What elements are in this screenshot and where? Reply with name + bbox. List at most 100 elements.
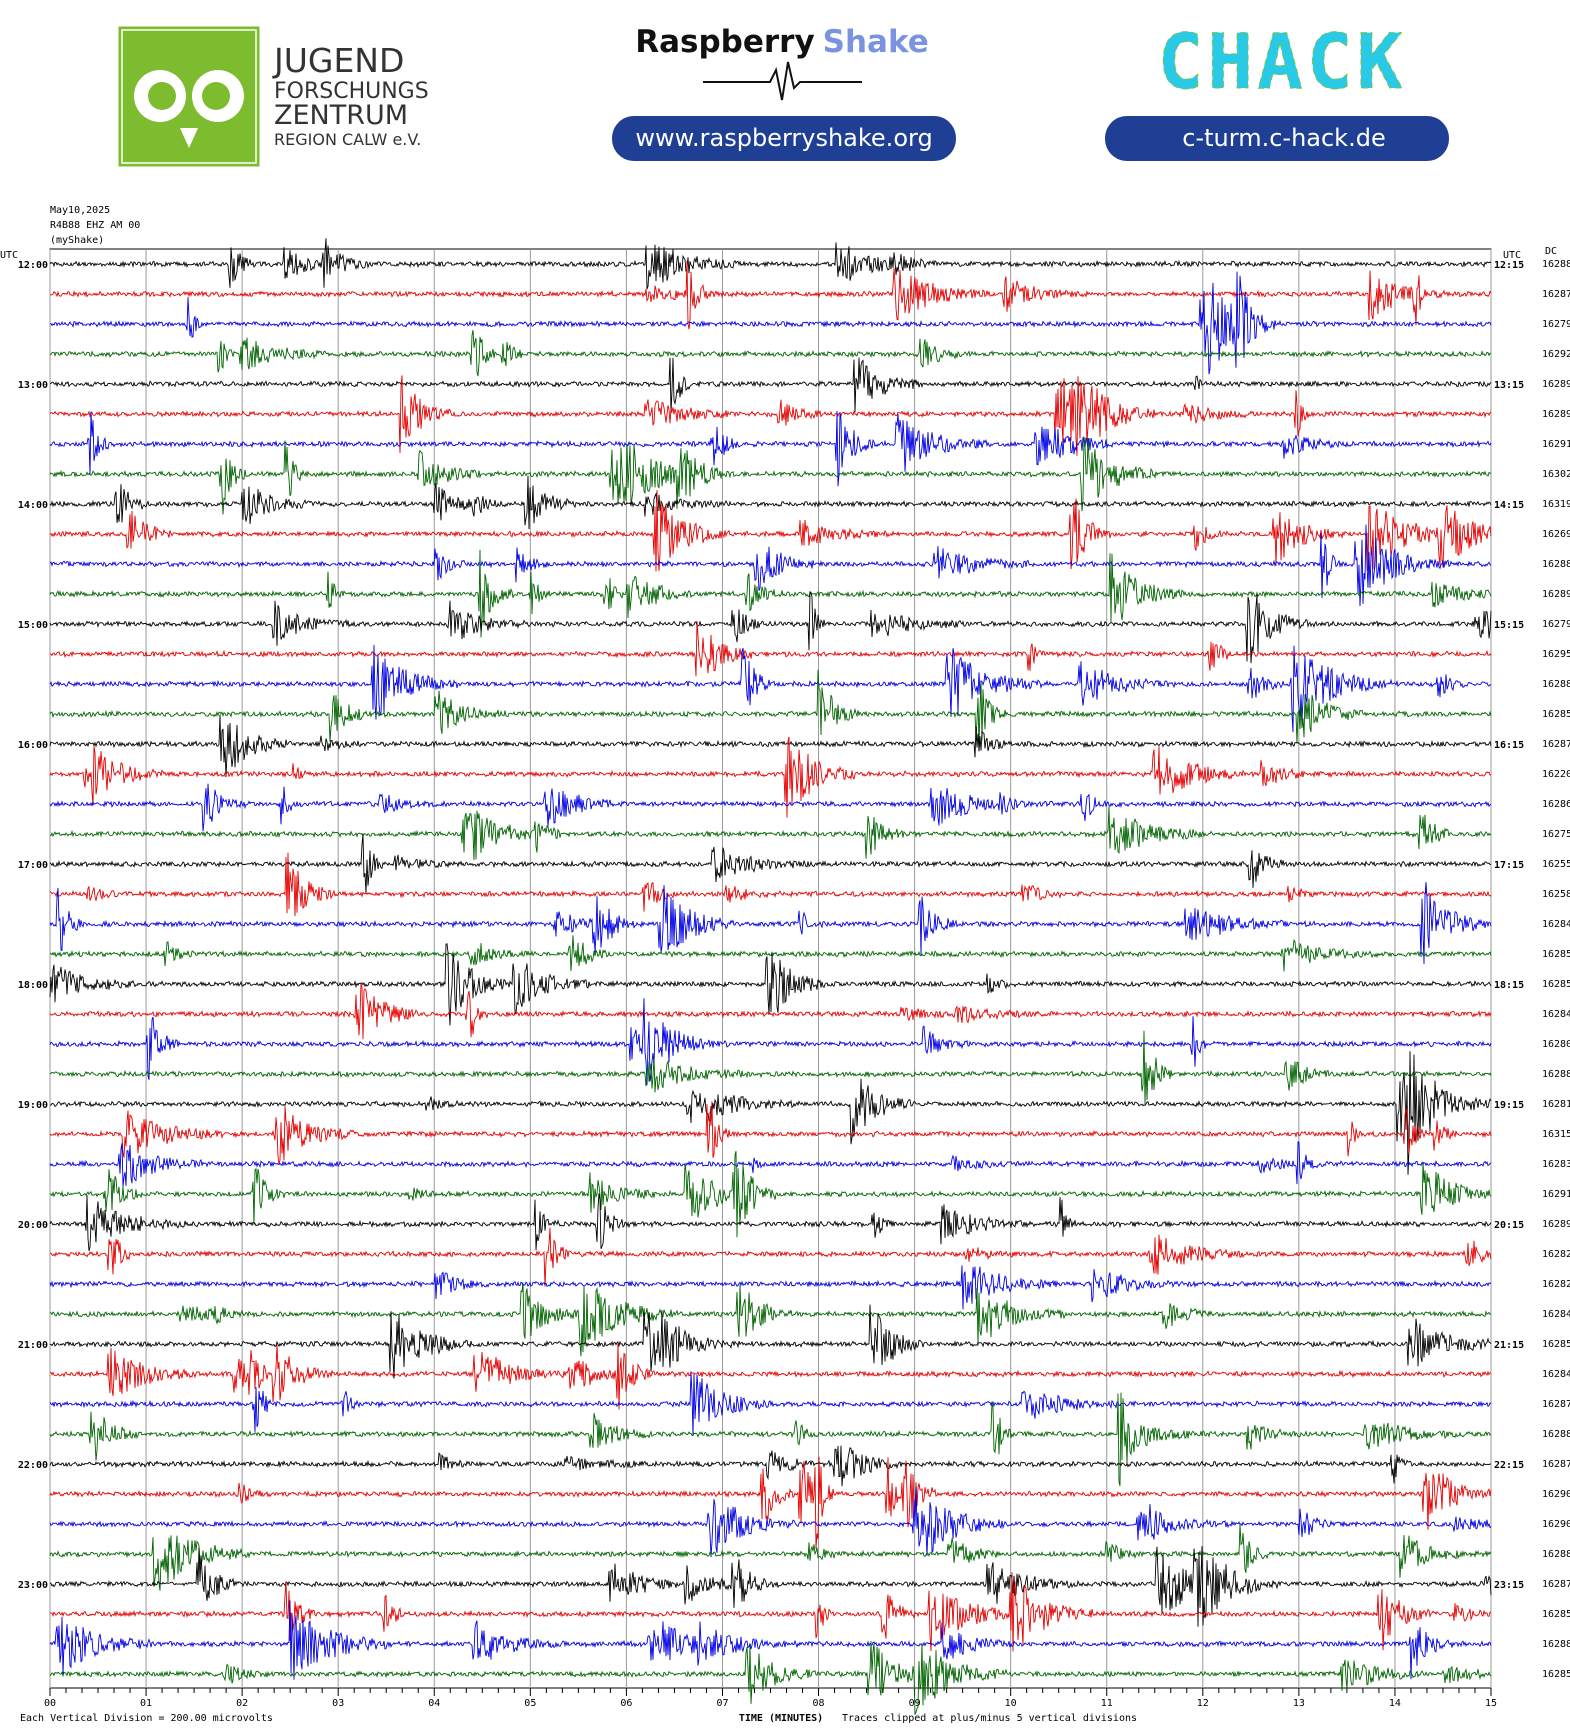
x-tick-label: 01 <box>140 1698 152 1709</box>
dc-value: 16288 <box>1542 679 1570 690</box>
dc-value: 16292 <box>1542 349 1570 360</box>
x-title: TIME (MINUTES) <box>739 1713 823 1724</box>
shake-word: Raspberry <box>635 24 814 60</box>
date: May10,2025 <box>50 205 110 216</box>
trace <box>49 357 1492 414</box>
dc-value: 16287 <box>1542 1459 1570 1470</box>
x-tick-label: 14 <box>1389 1698 1401 1709</box>
trace <box>49 621 1492 677</box>
dc-value: 16286 <box>1542 799 1570 810</box>
trace <box>49 806 1492 861</box>
utc-left: UTC <box>0 250 18 261</box>
right-time-label: 16:15 <box>1494 740 1524 751</box>
owl-pupil <box>148 82 176 110</box>
trace <box>49 475 1492 530</box>
left-time-label: 22:00 <box>18 1460 48 1471</box>
trace <box>49 436 1492 515</box>
dc-value: 16285 <box>1542 979 1570 990</box>
hack-logo: CHACK c-turm.c-hack.de <box>1105 17 1449 161</box>
trace <box>49 375 1492 456</box>
org-text: JUGEND <box>272 41 404 80</box>
dc-value: 16285 <box>1542 1669 1570 1680</box>
trace <box>49 736 1492 818</box>
left-time-label: 23:00 <box>18 1580 48 1591</box>
x-tick-label: 10 <box>1005 1698 1017 1709</box>
left-time-label: 18:00 <box>18 980 48 991</box>
dc-header: DC <box>1545 246 1557 257</box>
trace <box>49 1101 1492 1165</box>
dc-value: 16285 <box>1542 949 1570 960</box>
right-time-label: 15:15 <box>1494 620 1524 631</box>
trace <box>49 783 1492 832</box>
trace <box>49 834 1492 894</box>
trace <box>49 852 1492 917</box>
trace <box>49 1051 1492 1175</box>
dc-value: 16269 <box>1542 529 1570 540</box>
trace <box>49 943 1492 1026</box>
trace <box>49 1282 1492 1357</box>
owl-beak <box>180 128 198 148</box>
trace <box>49 1392 1492 1487</box>
dc-value: 16291 <box>1542 439 1570 450</box>
trace <box>49 591 1492 664</box>
org-text: FORSCHUNGS <box>274 79 429 104</box>
dc-value: 16289 <box>1542 409 1570 420</box>
right-time-label: 21:15 <box>1494 1340 1524 1351</box>
x-tick-label: 06 <box>620 1698 632 1709</box>
dc-value: 16288 <box>1542 1549 1570 1560</box>
dc-value: 16285 <box>1542 1339 1570 1350</box>
trace <box>49 1546 1492 1627</box>
right-time-label: 19:15 <box>1494 1100 1524 1111</box>
trace <box>49 1373 1492 1436</box>
left-time-label: 17:00 <box>18 860 48 871</box>
trace <box>49 1445 1492 1487</box>
shake-logo: Raspberry Shake www.raspberryshake.org <box>612 24 956 161</box>
right-time-label: 14:15 <box>1494 500 1524 511</box>
trace <box>49 644 1492 733</box>
dc-value: 16275 <box>1542 829 1570 840</box>
trace <box>49 714 1492 778</box>
dc-value: 16280 <box>1542 1039 1570 1050</box>
trace <box>49 1641 1492 1715</box>
x-tick-label: 13 <box>1293 1698 1305 1709</box>
url-pill <box>1105 116 1449 161</box>
trace <box>49 983 1492 1040</box>
trace <box>49 410 1492 487</box>
dc-value: 16291 <box>1542 1189 1570 1200</box>
dc-value: 16287 <box>1542 1399 1570 1410</box>
right-time-label: 17:15 <box>1494 860 1524 871</box>
org-text: ZENTRUM <box>274 100 408 131</box>
x-tick-label: 00 <box>44 1698 56 1709</box>
dc-value: 16283 <box>1542 1159 1570 1170</box>
right-time-label: 23:15 <box>1494 1580 1524 1591</box>
trace <box>49 998 1492 1086</box>
trace <box>49 1150 1492 1238</box>
hack-title: CHACK <box>1158 17 1407 106</box>
dc-value: 16285 <box>1542 1609 1570 1620</box>
trace <box>49 1265 1492 1310</box>
dc-value: 16295 <box>1542 649 1570 660</box>
dc-value: 16282 <box>1542 1249 1570 1260</box>
clip-note: Traces clipped at plus/minus 5 vertical … <box>842 1713 1137 1724</box>
url-text: www.raspberryshake.org <box>635 124 932 152</box>
dc-value: 16302 <box>1542 469 1570 480</box>
dc-value: 16289 <box>1542 379 1570 390</box>
trace <box>49 490 1492 572</box>
dc-value: 16287 <box>1542 739 1570 750</box>
x-tick-label: 08 <box>813 1698 825 1709</box>
plot-frame <box>49 248 1492 1689</box>
dc-value: 16288 <box>1542 1429 1570 1440</box>
dc-value: 16284 <box>1542 1309 1570 1320</box>
right-time-label: 18:15 <box>1494 980 1524 991</box>
left-time-label: 12:00 <box>18 260 48 271</box>
trace <box>49 1193 1492 1252</box>
x-tick-label: 04 <box>428 1698 440 1709</box>
trace <box>49 330 1492 377</box>
owl-pupil <box>202 82 230 110</box>
trace <box>49 524 1492 607</box>
dc-value: 16319 <box>1542 499 1570 510</box>
x-tick-label: 05 <box>524 1698 536 1709</box>
trace <box>49 1486 1492 1558</box>
dc-value: 16289 <box>1542 1219 1570 1230</box>
